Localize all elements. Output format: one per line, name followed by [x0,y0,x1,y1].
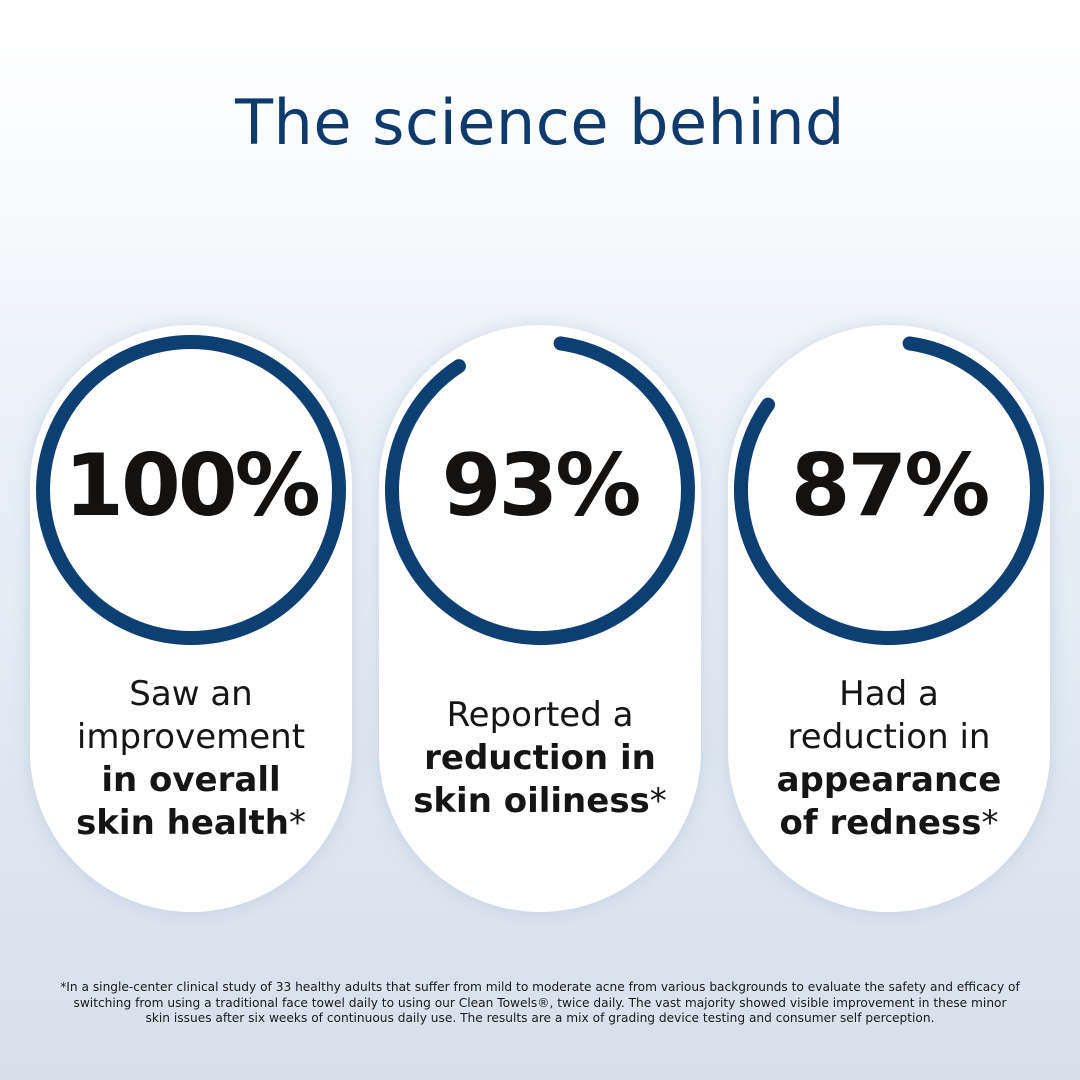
stat-description: Had a reduction in appearance of redness* [728,673,1050,845]
bold-text: in overall [101,760,281,800]
description-line: in overall [30,759,352,802]
stat-card-oiliness: 93% Reported a reduction in skin oiliness* [379,325,701,912]
bold-text: reduction in [424,738,656,778]
description-line: skin health* [30,802,352,845]
light-text: Reported a [446,695,634,735]
bold-text: skin health [76,803,289,843]
progress-arc [734,336,1044,645]
light-text: Saw an [129,674,253,714]
progress-ring [385,336,695,645]
stat-description: Reported a reduction in skin oiliness* [379,694,701,823]
description-line: reduction in [379,737,701,780]
light-text: * [288,803,306,843]
bold-text: skin oiliness [413,781,650,821]
light-text: * [649,781,667,821]
light-text: * [981,803,999,843]
progress-ring [734,336,1044,645]
description-line: reduction in [728,716,1050,759]
stat-card-skin-health: 100% Saw an improvement in overall skin hea… [30,325,352,912]
description-line: of redness* [728,802,1050,845]
light-text: reduction in [787,717,991,757]
stat-value: 87% [790,436,991,536]
bold-text: appearance [776,760,1002,800]
description-line: appearance [728,759,1050,802]
description-line: Had a [728,673,1050,716]
progress-arc [385,336,695,645]
description-line: improvement [30,716,352,759]
light-text: improvement [76,717,306,757]
progress-arc [36,335,346,645]
description-line: skin oiliness* [379,780,701,823]
page-title: The science behind [235,86,845,159]
description-line: Saw an [30,673,352,716]
progress-ring [36,335,346,645]
stat-card-redness: 87% Had a reduction in appearance of rednes… [728,325,1050,912]
description-line: Reported a [379,694,701,737]
bold-text: of redness [779,803,982,843]
stat-value: 93% [441,436,642,536]
stat-description: Saw an improvement in overall skin health* [30,673,352,845]
stat-value: 100% [64,436,321,536]
footnote: *In a single-center clinical study of 33… [60,980,1020,1025]
light-text: Had a [839,674,939,714]
